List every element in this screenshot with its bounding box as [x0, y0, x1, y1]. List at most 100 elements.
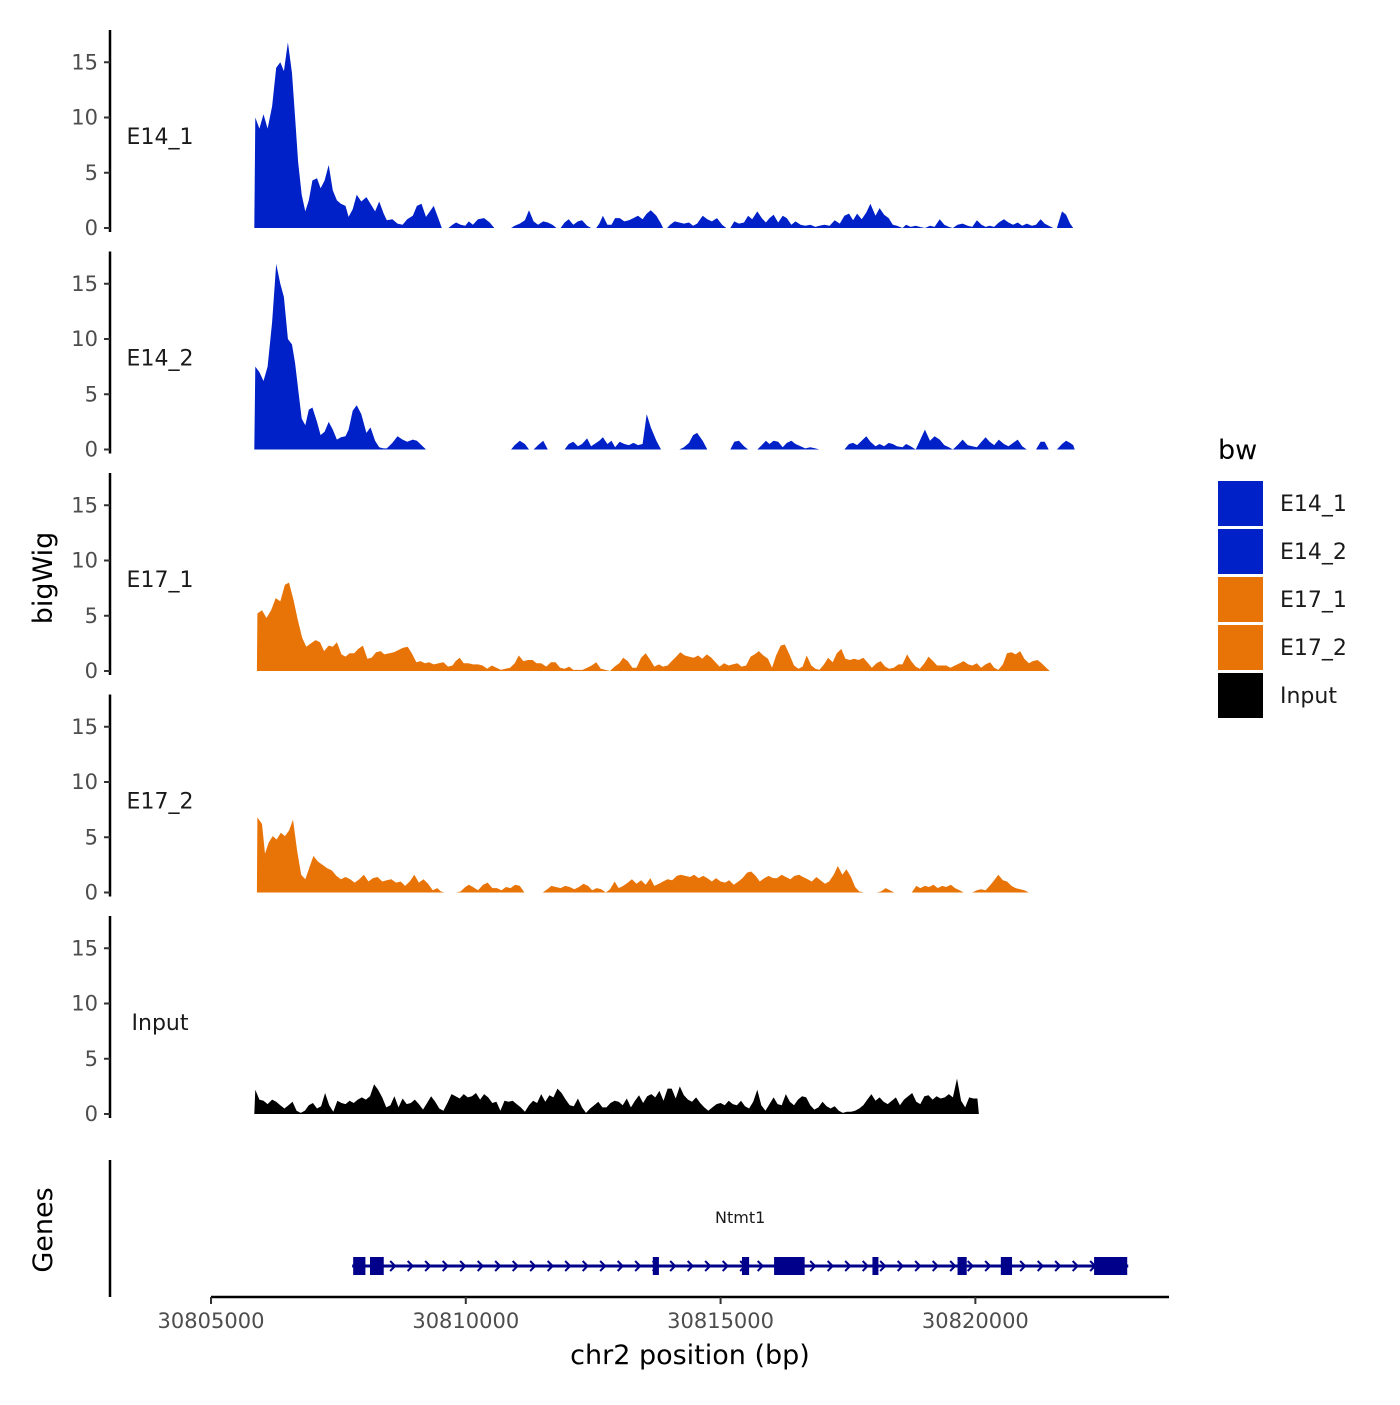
legend-label: E14_1 [1280, 492, 1347, 517]
x-axis: 30805000 30810000 30815000 30820000 [158, 1295, 1169, 1333]
strand-arrow [599, 1260, 607, 1272]
strand-arrow [546, 1260, 555, 1272]
signal-area-Input [254, 1078, 979, 1114]
strand-arrow [861, 1260, 870, 1272]
gene-exon [872, 1257, 879, 1275]
strand-arrow [844, 1260, 852, 1272]
strand-arrow [966, 1260, 975, 1272]
strand-arrow [1071, 1260, 1080, 1272]
track-label: E17_1 [127, 568, 194, 593]
legend-label: E17_1 [1280, 588, 1347, 613]
track-E17_2: 0 5 10 15 E17_2 [71, 694, 1032, 905]
legend-label: Input [1280, 684, 1337, 709]
strand-arrow [669, 1260, 677, 1272]
y-tick-label: 10 [71, 770, 98, 794]
gene-exon [774, 1257, 805, 1275]
genes-axis-title: Genes [28, 1187, 59, 1272]
strand-arrow [809, 1260, 817, 1272]
x-tick-label: 30810000 [412, 1309, 519, 1333]
y-tick-label: 15 [71, 272, 98, 296]
legend-item-E14_2: E14_2 [1218, 529, 1347, 574]
y-tick-label: 15 [71, 50, 98, 74]
y-tick-label: 5 [85, 825, 98, 849]
y-tick-label: 0 [85, 659, 98, 683]
legend-item-E17_2: E17_2 [1218, 625, 1347, 670]
strand-arrow [1036, 1260, 1045, 1272]
track-panels: 0 5 10 15 E14_1 0 5 10 15 E14_2 0 5 10 15 E17_1 0 5 10 15 E… [71, 30, 1075, 1126]
x-tick-label: 30820000 [922, 1309, 1029, 1333]
gene-exon [741, 1257, 750, 1275]
legend-label: E17_2 [1280, 636, 1347, 661]
strand-arrow [984, 1260, 992, 1272]
track-label: Input [132, 1011, 189, 1036]
strand-arrow [389, 1260, 397, 1272]
signal-area-E17_2 [256, 817, 1032, 893]
legend: bw E14_1 E14_2 E17_1 E17_2 Input [1218, 435, 1347, 718]
strand-arrow [581, 1260, 590, 1272]
strand-arrow [704, 1260, 712, 1272]
strand-arrow [914, 1260, 922, 1272]
legend-swatch [1218, 529, 1263, 574]
y-tick-label: 15 [71, 936, 98, 960]
strand-arrow [686, 1260, 695, 1272]
legend-swatch [1218, 673, 1263, 718]
gene-name-label: Ntmt1 [715, 1208, 765, 1227]
strand-arrow [616, 1260, 625, 1272]
strand-arrow [564, 1260, 572, 1272]
strand-arrow [459, 1260, 467, 1272]
track-label: E14_2 [127, 347, 194, 372]
strand-arrow [879, 1260, 887, 1272]
y-tick-label: 5 [85, 382, 98, 406]
track-label: E17_2 [127, 790, 194, 815]
legend-item-E17_1: E17_1 [1218, 577, 1347, 622]
y-axis-title: bigWig [28, 532, 59, 625]
y-tick-label: 10 [71, 992, 98, 1016]
track-label: E14_1 [127, 125, 194, 150]
strand-arrow [424, 1260, 432, 1272]
legend-item-E14_1: E14_1 [1218, 481, 1347, 526]
track-Input: 0 5 10 15 Input [71, 916, 979, 1126]
strand-arrow [476, 1260, 485, 1272]
strand-arrow [949, 1260, 957, 1272]
genes-panel: Ntmt1 [108, 1160, 1129, 1297]
legend-label: E14_2 [1280, 540, 1347, 565]
gene-exon [652, 1257, 659, 1275]
strand-arrow [826, 1260, 835, 1272]
signal-area-E17_1 [256, 582, 1050, 671]
y-tick-label: 10 [71, 327, 98, 351]
strand-arrow [1019, 1260, 1027, 1272]
strand-arrow [931, 1260, 940, 1272]
y-tick-label: 0 [85, 438, 98, 462]
legend-item-Input: Input [1218, 673, 1337, 718]
track-E17_1: 0 5 10 15 E17_1 [71, 473, 1050, 683]
gene-exon [369, 1257, 384, 1275]
x-tick-label: 30805000 [158, 1309, 265, 1333]
strand-arrow [494, 1260, 502, 1272]
strand-arrow [756, 1260, 765, 1272]
strand-arrow [511, 1260, 520, 1272]
strand-arrow [441, 1260, 450, 1272]
strand-arrow [634, 1260, 642, 1272]
y-tick-label: 0 [85, 1102, 98, 1126]
strand-arrow [1054, 1260, 1062, 1272]
y-tick-label: 5 [85, 161, 98, 185]
track-E14_1: 0 5 10 15 E14_1 [71, 30, 1074, 240]
legend-swatch [1218, 577, 1263, 622]
legend-swatch [1218, 625, 1263, 670]
x-axis-title: chr2 position (bp) [570, 1340, 810, 1371]
y-tick-label: 10 [71, 549, 98, 573]
gene-exon [1000, 1257, 1013, 1275]
y-tick-label: 10 [71, 106, 98, 130]
legend-title: bw [1218, 435, 1257, 466]
track-E14_2: 0 5 10 15 E14_2 [71, 251, 1075, 462]
strand-arrow [896, 1260, 905, 1272]
y-tick-label: 0 [85, 216, 98, 240]
gene-exon [353, 1257, 366, 1275]
signal-area-E14_1 [254, 42, 1074, 229]
gene-exon [957, 1257, 967, 1275]
strand-arrow [529, 1260, 537, 1272]
y-tick-label: 5 [85, 1047, 98, 1071]
